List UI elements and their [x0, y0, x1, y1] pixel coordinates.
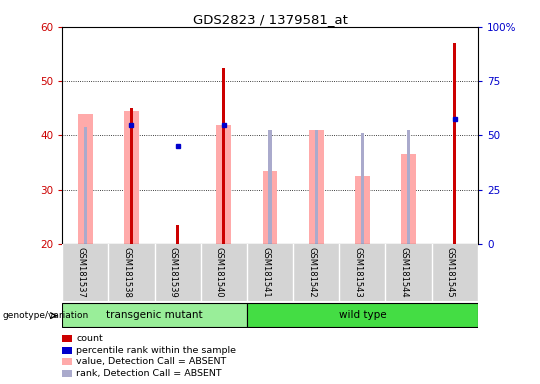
Text: genotype/variation: genotype/variation: [3, 311, 89, 320]
Bar: [222, 124, 225, 244]
Text: percentile rank within the sample: percentile rank within the sample: [76, 346, 236, 355]
Text: GSM181541: GSM181541: [261, 247, 270, 297]
Text: GSM181538: GSM181538: [123, 247, 131, 298]
Bar: [78, 114, 92, 244]
Text: GSM181539: GSM181539: [168, 247, 178, 298]
Text: GSM181542: GSM181542: [307, 247, 316, 297]
FancyBboxPatch shape: [247, 303, 478, 327]
Text: wild type: wild type: [339, 310, 386, 320]
Bar: [453, 119, 456, 244]
Bar: [217, 124, 231, 244]
Text: GSM181544: GSM181544: [400, 247, 409, 297]
FancyBboxPatch shape: [62, 303, 247, 327]
Text: value, Detection Call = ABSENT: value, Detection Call = ABSENT: [76, 357, 226, 366]
Text: GSM181543: GSM181543: [353, 247, 362, 298]
Bar: [453, 43, 456, 244]
Bar: [84, 127, 87, 244]
Bar: [309, 130, 323, 244]
Text: GSM181540: GSM181540: [215, 247, 224, 297]
Text: GSM181545: GSM181545: [446, 247, 455, 297]
Text: rank, Detection Call = ABSENT: rank, Detection Call = ABSENT: [76, 369, 222, 378]
Bar: [315, 130, 318, 244]
Bar: [222, 68, 225, 244]
Bar: [124, 111, 139, 244]
Text: GSM181537: GSM181537: [76, 247, 85, 298]
Text: count: count: [76, 334, 103, 343]
Bar: [361, 132, 364, 244]
Bar: [262, 170, 278, 244]
Bar: [401, 154, 416, 244]
Bar: [407, 130, 410, 244]
Text: transgenic mutant: transgenic mutant: [106, 310, 203, 320]
Text: GDS2823 / 1379581_at: GDS2823 / 1379581_at: [193, 13, 347, 26]
Bar: [355, 176, 370, 244]
FancyBboxPatch shape: [62, 244, 478, 301]
Bar: [268, 130, 272, 244]
Bar: [176, 225, 179, 244]
Bar: [130, 108, 133, 244]
